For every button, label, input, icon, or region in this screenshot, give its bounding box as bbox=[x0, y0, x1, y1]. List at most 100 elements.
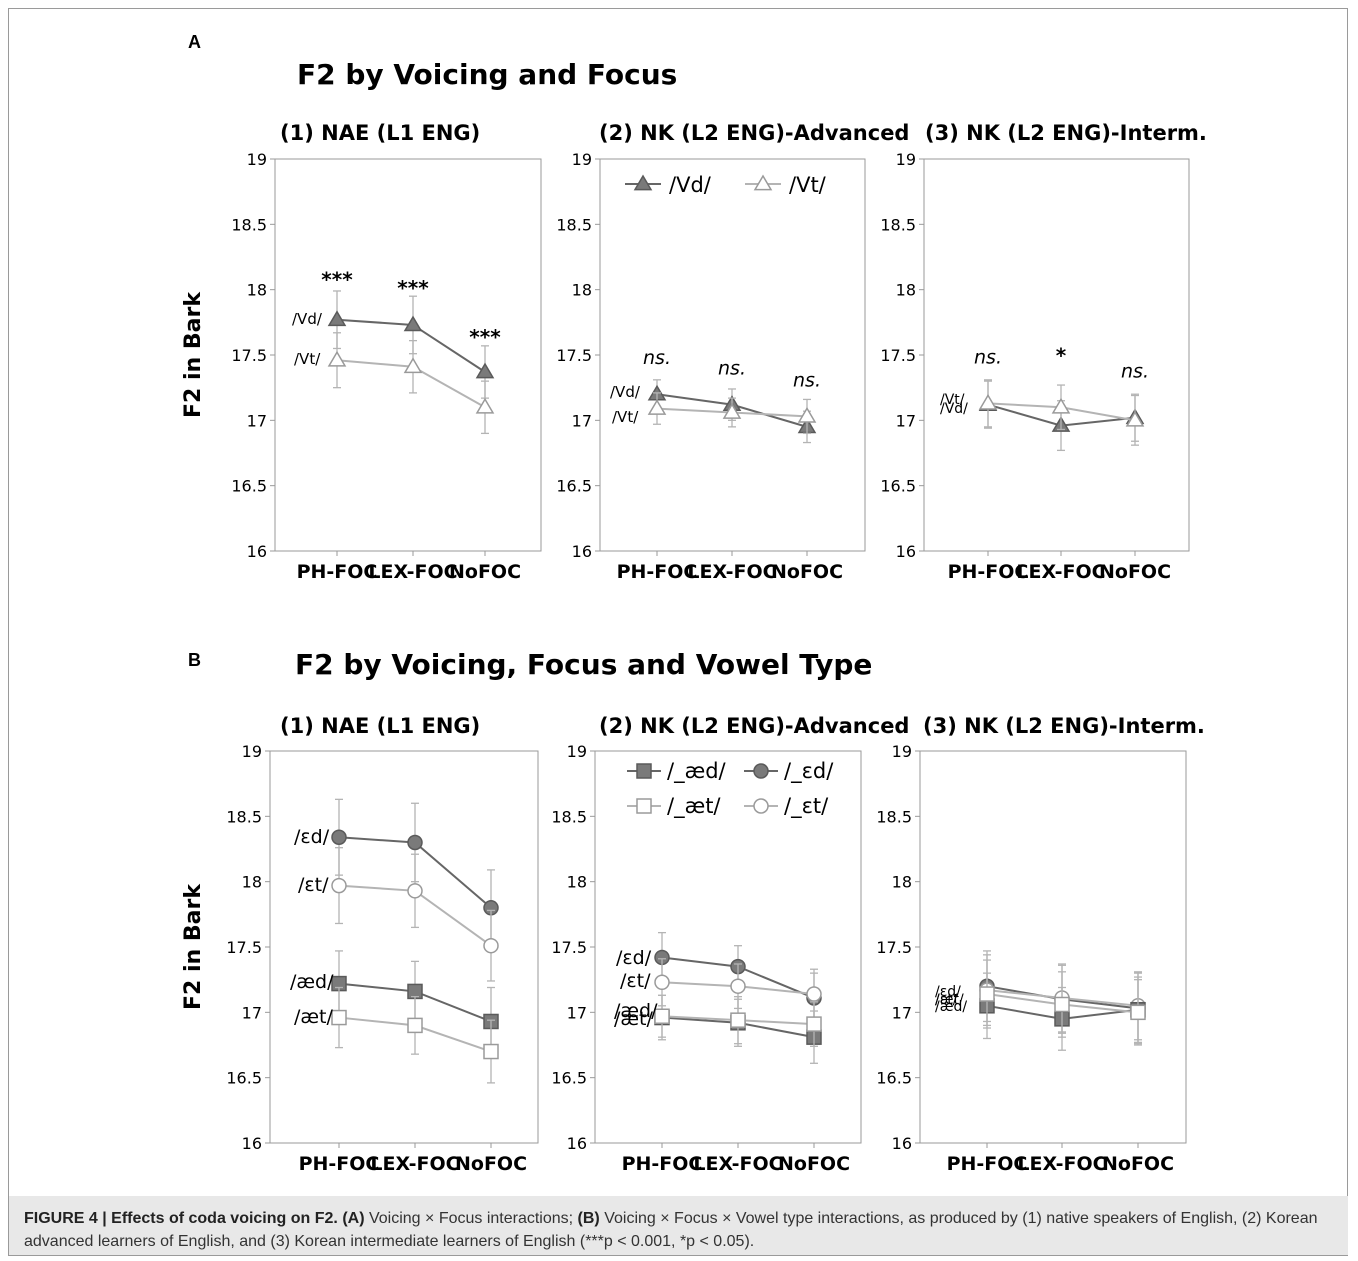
y-tick-label: 18 bbox=[892, 873, 912, 892]
legend-label: /_ɛt/ bbox=[784, 794, 829, 819]
y-tick-label: 16 bbox=[242, 1134, 262, 1153]
significance-label: *** bbox=[469, 325, 501, 349]
legend-marker bbox=[636, 798, 652, 814]
y-tick-label: 19 bbox=[896, 150, 916, 169]
data-point bbox=[331, 1009, 347, 1026]
line-label: /ɛd/ bbox=[616, 947, 652, 969]
legend-label: /Vd/ bbox=[669, 173, 712, 197]
y-tick-label: 18.5 bbox=[226, 807, 262, 826]
data-point bbox=[403, 315, 423, 332]
legend-marker bbox=[753, 798, 769, 814]
charts-canvas: (1) NAE (L1 ENG) 16 16.5 17 17.5 18 18.5 19 PH-F… bbox=[181, 121, 1207, 1175]
x-tick-label: PH-FOC bbox=[299, 1153, 380, 1175]
y-tick-label: 16 bbox=[896, 542, 916, 561]
data-point bbox=[1051, 397, 1071, 414]
y-tick-label: 18.5 bbox=[551, 807, 587, 826]
significance-label: ns. bbox=[793, 369, 821, 391]
x-tick-label: NoFOC bbox=[449, 561, 521, 583]
y-tick-label: 16.5 bbox=[551, 1069, 587, 1088]
caption-a-tag: (A) bbox=[342, 1210, 365, 1227]
legend-label: /_ɛd/ bbox=[784, 759, 834, 784]
data-point bbox=[483, 1043, 499, 1060]
caption-b-tag: (B) bbox=[577, 1210, 600, 1227]
x-tick-label: LEX-FOC bbox=[370, 1153, 459, 1175]
legend-label: /Vt/ bbox=[789, 173, 827, 197]
plot-frame bbox=[599, 158, 866, 552]
data-point bbox=[806, 986, 822, 1002]
line-label: /ɛd/ bbox=[935, 984, 961, 1000]
caption-b-text: Voicing × Focus × Vowel type interaction… bbox=[24, 1210, 1318, 1250]
y-tick-label: 18 bbox=[242, 873, 262, 892]
y-tick-label: 18 bbox=[896, 281, 916, 300]
line-label: /æt/ bbox=[614, 1008, 654, 1030]
x-tick-label: LEX-FOC bbox=[368, 561, 457, 583]
data-point bbox=[407, 834, 423, 851]
data-point bbox=[730, 1012, 746, 1028]
y-tick-label: 16 bbox=[892, 1134, 912, 1153]
y-tick-label: 18.5 bbox=[556, 215, 592, 234]
line-label: /Vd/ bbox=[292, 310, 323, 328]
legend-label: /_æt/ bbox=[667, 794, 721, 819]
y-tick-label: 16.5 bbox=[226, 1069, 262, 1088]
y-tick-label: 17.5 bbox=[876, 938, 912, 957]
y-tick-label: 19 bbox=[247, 150, 267, 169]
data-point bbox=[654, 974, 670, 991]
y-tick-label: 19 bbox=[242, 742, 262, 761]
y-tick-label: 18 bbox=[567, 873, 587, 892]
chart-title: (3) NK (L2 ENG)-Interm. bbox=[925, 121, 1207, 145]
panel-a-title: F2 by Voicing and Focus bbox=[297, 58, 678, 91]
line-label: /æd/ bbox=[935, 999, 967, 1015]
x-tick-label: PH-FOC bbox=[622, 1153, 703, 1175]
data-point bbox=[475, 362, 495, 379]
y-tick-label: 18.5 bbox=[880, 215, 916, 234]
x-tick-label: PH-FOC bbox=[948, 561, 1029, 583]
data-point bbox=[730, 978, 746, 994]
caption-box bbox=[9, 1196, 1348, 1255]
y-tick-label: 17 bbox=[892, 1003, 912, 1022]
significance-label: ns. bbox=[974, 346, 1002, 368]
y-tick-label: 17.5 bbox=[880, 346, 916, 365]
caption-a-text: Voicing × Focus interactions; bbox=[368, 1210, 574, 1227]
chart-title: (2) NK (L2 ENG)-Advanced bbox=[599, 714, 909, 738]
data-point bbox=[331, 829, 347, 845]
data-point bbox=[327, 310, 347, 327]
y-tick-label: 17 bbox=[896, 411, 916, 430]
chart-title: (1) NAE (L1 ENG) bbox=[280, 714, 480, 738]
line-label: /æd/ bbox=[614, 1000, 658, 1022]
x-tick-label: LEX-FOC bbox=[687, 561, 776, 583]
panel-b-title: F2 by Voicing, Focus and Vowel Type bbox=[295, 648, 873, 681]
data-point bbox=[654, 1008, 670, 1025]
x-tick-label: LEX-FOC bbox=[693, 1153, 782, 1175]
line-label: /ɛd/ bbox=[294, 826, 330, 848]
y-tick-label: 16.5 bbox=[876, 1069, 912, 1088]
significance-label: ns. bbox=[1121, 361, 1149, 383]
x-tick-label: NoFOC bbox=[778, 1153, 850, 1175]
panel-a-letter: A bbox=[188, 32, 201, 52]
data-point bbox=[407, 1017, 423, 1034]
chart-title: (1) NAE (L1 ENG) bbox=[280, 121, 480, 145]
significance-label: *** bbox=[397, 276, 429, 300]
data-point bbox=[978, 393, 998, 410]
x-tick-label: NoFOC bbox=[455, 1153, 527, 1175]
y-tick-label: 18.5 bbox=[876, 807, 912, 826]
x-tick-label: LEX-FOC bbox=[1017, 1153, 1106, 1175]
y-tick-label: 19 bbox=[572, 150, 592, 169]
figure-frame bbox=[8, 8, 1348, 1256]
x-tick-label: NoFOC bbox=[1099, 561, 1171, 583]
data-point bbox=[483, 937, 499, 954]
legend-label: /_æd/ bbox=[667, 759, 727, 784]
y-tick-label: 17 bbox=[242, 1003, 262, 1022]
data-point bbox=[979, 986, 995, 1002]
y-tick-label: 19 bbox=[567, 742, 587, 761]
line-label: /ɛt/ bbox=[298, 874, 329, 896]
x-tick-label: PH-FOC bbox=[617, 561, 698, 583]
data-point bbox=[647, 399, 667, 415]
y-tick-label: 17 bbox=[567, 1003, 587, 1022]
y-tick-label: 19 bbox=[892, 742, 912, 761]
y-tick-label: 16.5 bbox=[231, 477, 267, 496]
y-axis-label: F2 in Bark bbox=[181, 883, 206, 1010]
data-point bbox=[1125, 410, 1145, 427]
legend-marker bbox=[633, 174, 653, 191]
data-point bbox=[722, 403, 742, 419]
y-tick-label: 18.5 bbox=[231, 215, 267, 234]
